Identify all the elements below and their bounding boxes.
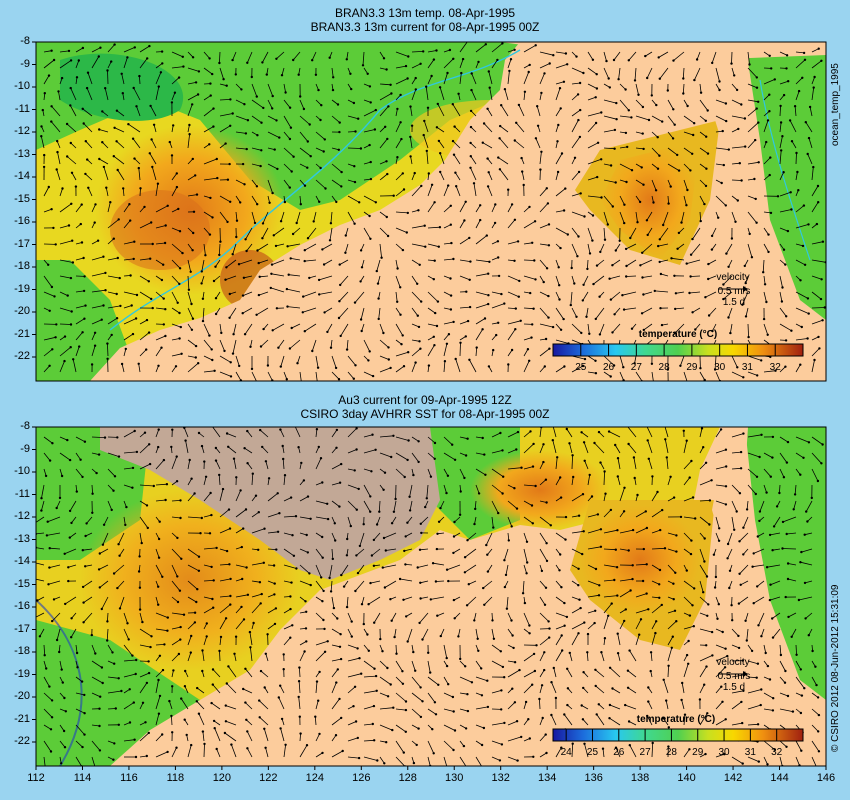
bottom-panel-title-1: Au3 current for 09-Apr-1995 12Z (338, 393, 512, 407)
top-panel-y-tick-label: -16 (14, 215, 30, 227)
top-panel-current-arrows (40, 42, 826, 381)
bottom-colorbar-tick-label: 29 (692, 747, 704, 758)
bottom-panel-y-tick-label: -21 (14, 712, 30, 725)
bottom-colorbar-tick-label: 28 (666, 747, 678, 758)
bottom-colorbar (552, 728, 804, 742)
x-tick-label: 130 (445, 772, 464, 784)
bottom-colorbar-tick-label: 31 (745, 747, 757, 758)
bottom-panel-current-arrows (36, 427, 824, 766)
bottom-panel-y-tick-label: -15 (14, 577, 30, 590)
bottom-panel-y-tick-label: -9 (20, 442, 30, 455)
bottom-panel-y-tick-label: -14 (14, 555, 30, 567)
x-tick-label: 116 (120, 772, 138, 784)
x-tick-label: 140 (677, 772, 696, 784)
top-panel-y-tick-label: -12 (14, 125, 30, 137)
x-tick-label: 126 (352, 772, 371, 784)
top-panel-y-tick-label: -11 (14, 102, 30, 115)
bottom-panel-y-tick-label: -13 (14, 532, 30, 545)
x-tick-label: 134 (537, 772, 557, 784)
bottom-panel-y-tick-label: -19 (14, 667, 30, 680)
top-velocity-scale: 0.5 m/s (718, 286, 751, 297)
x-tick-label: 122 (259, 772, 278, 784)
x-tick-label: 120 (212, 772, 232, 784)
bottom-velocity-scale: 0.5 m/s (718, 671, 751, 682)
top-panel-y-tick-label: -18 (14, 260, 30, 272)
bottom-colorbar-tick-label: 26 (613, 747, 625, 758)
top-panel-y-tick-label: -9 (20, 57, 30, 70)
x-tick-label: 144 (770, 772, 789, 784)
bottom-colorbar-tick-label: 27 (640, 747, 652, 758)
top-panel-y-tick-label: -20 (14, 305, 30, 317)
bottom-panel-y-tick-label: -8 (20, 420, 30, 432)
x-tick-label: 114 (73, 772, 92, 784)
x-tick-label: 128 (398, 772, 417, 784)
x-tick-label: 138 (630, 772, 650, 784)
top-colorbar-tick-label: 27 (631, 362, 643, 373)
bottom-panel-title-2: CSIRO 3day AVHRR SST for 08-Apr-1995 00Z (300, 407, 550, 421)
bottom-panel-y-tick-label: -22 (14, 735, 30, 747)
bottom-panel-y-tick-label: -20 (14, 690, 30, 702)
x-tick-label: 136 (584, 772, 603, 784)
top-velocity-arrowhead (743, 286, 748, 292)
top-panel-y-tick-label: -17 (14, 237, 30, 250)
top-panel-y-tick-label: -8 (20, 35, 30, 47)
bottom-panel-y-tick-label: -12 (14, 510, 30, 522)
bottom-velocity-label: velocity (716, 657, 749, 668)
top-panel-y-tick-label: -22 (14, 350, 30, 362)
bottom-velocity-arrowhead (743, 671, 748, 677)
top-panel-y-tick-label: -19 (14, 282, 30, 295)
top-panel-title-2: BRAN3.3 13m current for 08-Apr-1995 00Z (310, 20, 540, 34)
x-tick-label: 118 (166, 772, 185, 784)
top-colorbar-tick-label: 28 (659, 362, 671, 373)
top-colorbar-tick-label: 32 (770, 362, 782, 373)
bottom-panel-y-tick-label: -10 (14, 465, 30, 477)
bottom-panel-y-tick-label: -16 (14, 600, 30, 612)
top-colorbar (552, 343, 804, 357)
bottom-colorbar-tick-label: 32 (771, 747, 783, 758)
x-tick-label: 112 (27, 772, 45, 784)
top-colorbar-tick-label: 30 (714, 362, 726, 373)
top-velocity-time: 1.5 d (723, 297, 745, 308)
bottom-colorbar-tick-label: 25 (587, 747, 599, 758)
top-panel-y-tick-label: -14 (14, 170, 30, 182)
top-panel-y-tick-label: -10 (14, 80, 30, 92)
top-panel-title-1: BRAN3.3 13m temp. 08-Apr-1995 (334, 6, 516, 20)
top-colorbar-tick-label: 25 (575, 362, 587, 373)
bottom-colorbar-tick-label: 30 (718, 747, 730, 758)
bottom-panel-y-tick-label: -18 (14, 645, 30, 657)
bottom-velocity-time: 1.5 d (723, 682, 745, 693)
bottom-panel-y-tick-label: -11 (14, 487, 30, 500)
bottom-colorbar-tick-label: 24 (561, 747, 573, 758)
top-panel-frame (35, 41, 827, 382)
bottom-panel-map (36, 427, 826, 766)
x-tick-label: 132 (491, 772, 510, 784)
x-tick-label: 124 (305, 772, 324, 784)
top-panel-y-tick-label: -13 (14, 147, 30, 160)
top-colorbar-tick-label: 29 (686, 362, 698, 373)
top-velocity-label: velocity (716, 272, 749, 283)
top-panel-y-tick-label: -21 (14, 327, 30, 340)
bottom-panel-y-tick-label: -17 (14, 622, 30, 635)
top-colorbar-title: temperature (°C) (639, 329, 717, 340)
bottom-colorbar-title: temperature (°C) (637, 714, 715, 725)
top-colorbar-tick-label: 26 (603, 362, 615, 373)
x-tick-label: 142 (723, 772, 743, 784)
top-panel-y-tick-label: -15 (14, 192, 30, 205)
x-tick-label: 146 (816, 772, 836, 784)
top-colorbar-tick-label: 31 (742, 362, 754, 373)
bottom-panel-frame (35, 426, 827, 767)
